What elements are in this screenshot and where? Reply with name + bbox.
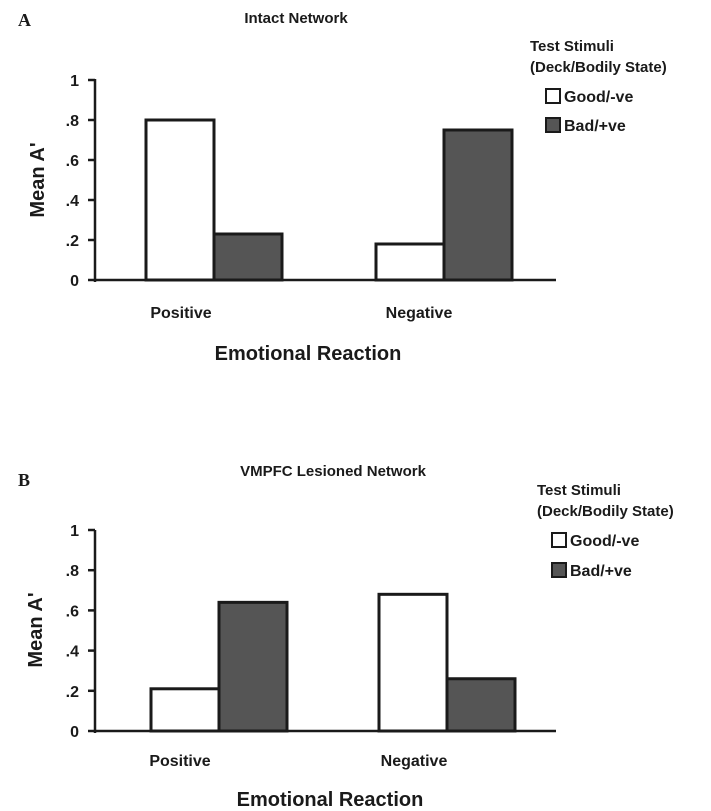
- panel-a-legend-title-line1: Test Stimuli: [530, 38, 614, 55]
- panel-b-bar-negative-bad: [445, 677, 517, 733]
- panel-a-legend-swatch-good: [545, 88, 561, 104]
- panel-b-legend-label-bad: Bad/+ve: [570, 563, 632, 580]
- panel-a-bar-positive-bad: [212, 232, 284, 282]
- panel-b-legend-title-line1: Test Stimuli: [537, 482, 621, 499]
- panel-b: B VMPFC Lesioned Network Mean A' 0 .2 .4…: [18, 463, 674, 811]
- panel-b-y-tick-label: 0: [70, 724, 79, 741]
- panel-a-y-tick-label: .4: [66, 193, 79, 210]
- panel-b-y-axis-label: Mean A': [25, 592, 47, 667]
- panel-b-bar-positive-bad: [217, 600, 289, 733]
- panel-b-x-axis-label: Emotional Reaction: [237, 789, 424, 811]
- panel-a-legend-label-good: Good/-ve: [564, 89, 633, 106]
- panel-a-bar-positive-good: [144, 118, 216, 282]
- panel-a-legend-title-line2: (Deck/Bodily State): [530, 59, 667, 76]
- panel-a-letter: A: [18, 10, 31, 30]
- panel-b-y-tick-label: .2: [66, 684, 79, 701]
- panel-b-category-positive: Positive: [149, 753, 210, 770]
- panel-b-legend-swatch-good: [551, 532, 567, 548]
- panel-a-y-tick-label: .6: [66, 153, 79, 170]
- panel-a-category-negative: Negative: [386, 305, 453, 322]
- panel-a-y-axis-label-text: Mean A': [27, 142, 49, 217]
- panel-b-legend-title-line2: (Deck/Bodily State): [537, 503, 674, 520]
- panel-a-legend: Test Stimuli (Deck/Bodily State) Good/-v…: [530, 38, 667, 135]
- panel-a-bar-negative-bad: [442, 128, 514, 282]
- panel-a-bar-negative-good: [374, 242, 446, 282]
- panel-b-legend-swatch-bad: [551, 562, 567, 578]
- panel-b-y-axis-label-text: Mean A': [25, 592, 47, 667]
- panel-b-legend-label-good: Good/-ve: [570, 533, 639, 550]
- panel-b-y-tick-label: .4: [66, 644, 79, 661]
- panel-a-y-tick-label: 0: [70, 273, 79, 290]
- panel-a-title: Intact Network: [244, 10, 348, 27]
- panel-a-category-positive: Positive: [150, 305, 211, 322]
- panel-a-legend-label-bad: Bad/+ve: [564, 118, 626, 135]
- panel-b-bar-negative-good: [377, 592, 449, 733]
- panel-a-legend-swatch-bad: [545, 117, 561, 133]
- panel-b-letter: B: [18, 470, 30, 490]
- panel-a: A Intact Network Mean A' 0 .2 .4 .6 .8 1: [18, 10, 667, 365]
- panel-a-y-ticks: 0 .2 .4 .6 .8 1: [66, 73, 95, 290]
- panel-b-bar-positive-good: [149, 687, 221, 733]
- panel-b-y-tick-label: 1: [70, 523, 79, 540]
- panel-b-title: VMPFC Lesioned Network: [240, 463, 427, 480]
- panel-a-y-axis-label: Mean A': [27, 142, 49, 217]
- panel-a-y-tick-label: 1: [70, 73, 79, 90]
- panel-a-y-tick-label: .2: [66, 233, 79, 250]
- panel-b-y-ticks: 0 .2 .4 .6 .8 1: [66, 523, 95, 741]
- panel-b-y-tick-label: .8: [66, 563, 79, 580]
- panel-b-legend: Test Stimuli (Deck/Bodily State) Good/-v…: [537, 482, 674, 580]
- panel-b-category-negative: Negative: [381, 753, 448, 770]
- panel-b-y-tick-label: .6: [66, 603, 79, 620]
- panel-a-y-tick-label: .8: [66, 113, 79, 130]
- panel-a-x-axis-label: Emotional Reaction: [215, 343, 402, 365]
